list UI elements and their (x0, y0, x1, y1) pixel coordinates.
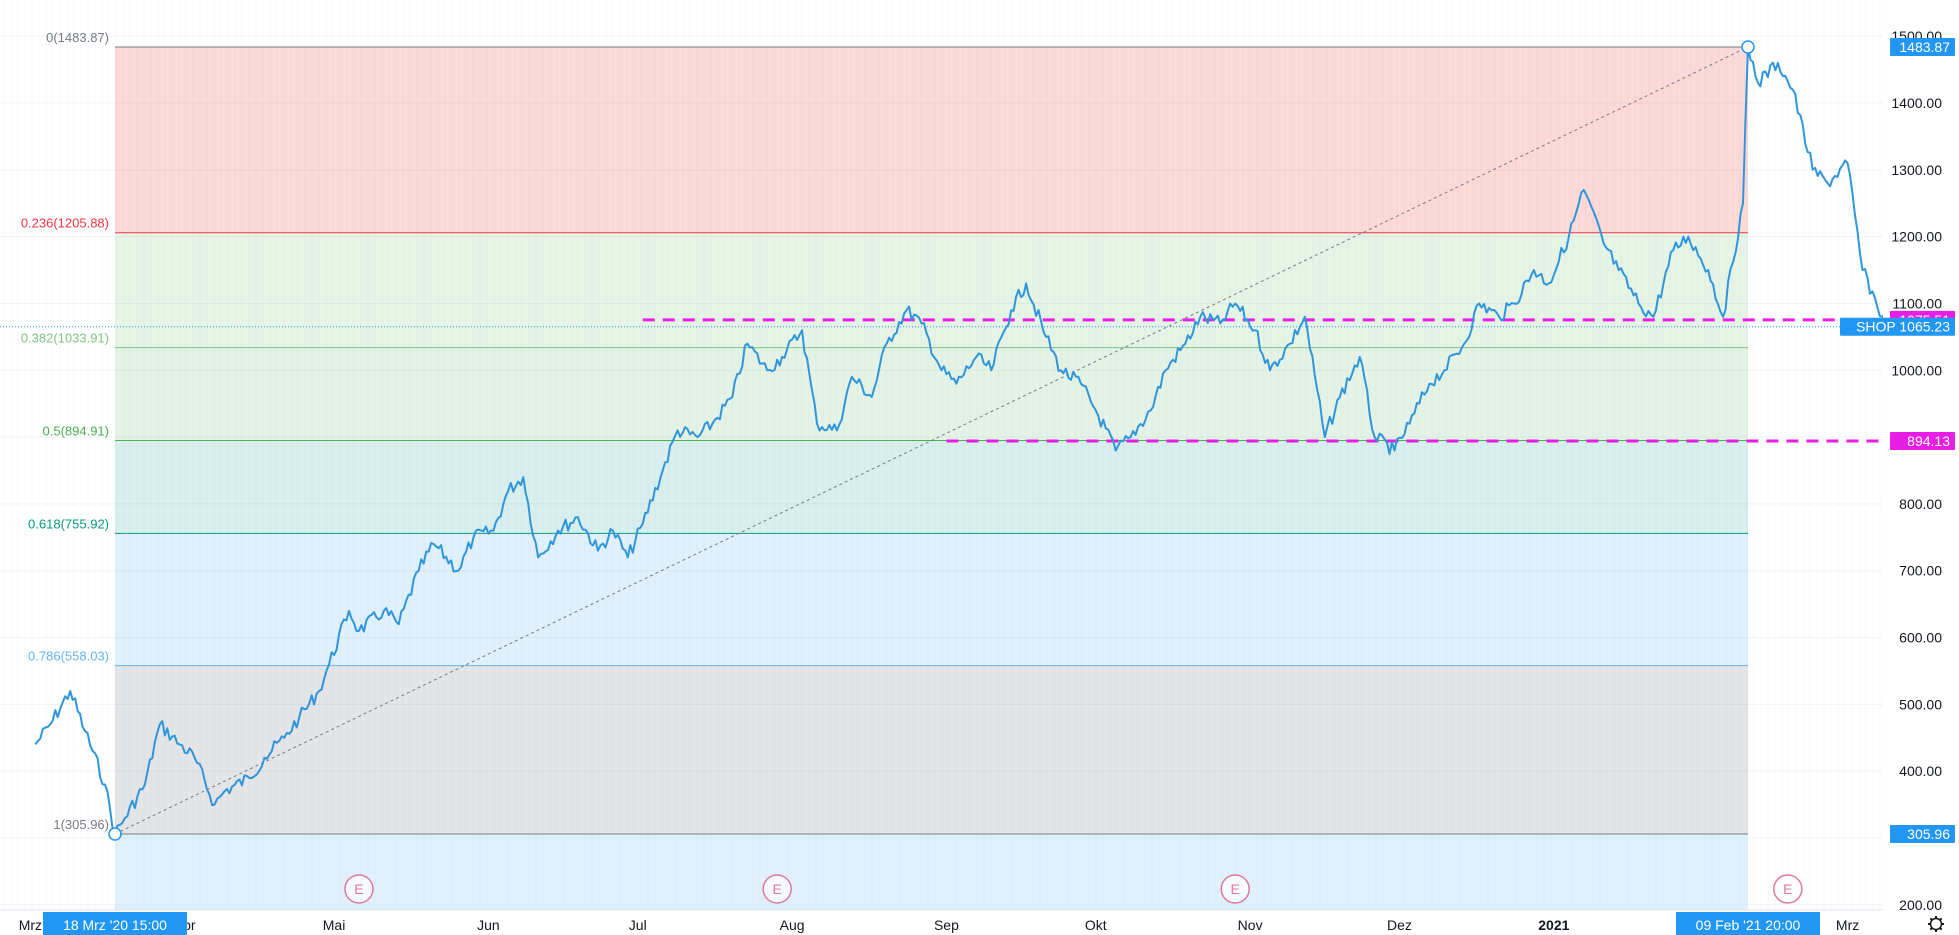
fib-band (115, 533, 1748, 666)
earnings-marker[interactable] (1220, 874, 1250, 904)
fib-level-lines (115, 46, 1748, 835)
x-cursor-badge (1676, 912, 1820, 935)
y-tick-label: 1300.00 (1891, 162, 1942, 178)
x-tick-label: Mrz (19, 917, 42, 933)
y-tick-label: 1100.00 (1892, 295, 1942, 311)
x-tick-label: 2021 (1538, 917, 1569, 933)
x-tick-label: Okt (1085, 917, 1107, 933)
y-tick-label: 1200.00 (1891, 229, 1942, 245)
x-tick-label: Jun (477, 917, 500, 933)
y-tick-label: 500.00 (1899, 696, 1942, 712)
fib-band (115, 47, 1748, 233)
price-label-text: 1483.87 (1899, 39, 1950, 55)
earnings-marker-label: E (1231, 881, 1240, 897)
x-cursor-label: 18 Mrz '20 15:00 (63, 917, 167, 933)
x-tick-label: Mai (323, 917, 346, 933)
price-series-layer (34, 46, 1899, 835)
horizontal-lines-layer[interactable] (0, 318, 1883, 443)
fib-level-label: 0.618(755.92) (28, 516, 109, 531)
price-label-badge (1890, 38, 1955, 56)
fib-band (115, 232, 1748, 348)
earnings-marker-label: E (772, 881, 781, 897)
fib-band (115, 440, 1748, 534)
x-tick-label: Mrz (1836, 917, 1859, 933)
earnings-marker-label: E (1783, 881, 1792, 897)
gear-tooth (1939, 927, 1943, 931)
fib-level-labels: 0(1483.87) 0.236(1205.88) 0.382(1033.91) 0.… (21, 30, 109, 832)
y-tick-label: 400.00 (1899, 763, 1942, 779)
fib-band-below (115, 834, 1748, 910)
fib-end-handle[interactable] (1741, 40, 1755, 54)
x-axis[interactable]: MrzAprMaiJunJulAugSepOktNovDez2021Mrz18 … (0, 909, 1883, 935)
grid-layer (0, 35, 1883, 906)
earnings-marker-label: E (354, 881, 363, 897)
fib-band (115, 347, 1748, 441)
fib-level-label: 0(1483.87) (46, 30, 109, 45)
x-tick-label: Sep (934, 917, 959, 933)
fib-level-label: 0.786(558.03) (28, 649, 109, 664)
fib-level-label: 0.382(1033.91) (21, 331, 109, 346)
fib-bands-layer (115, 47, 1748, 910)
settings-gear-icon[interactable] (1928, 916, 1944, 932)
gear-tooth (1929, 917, 1933, 921)
y-tick-label: 1000.00 (1891, 362, 1942, 378)
fib-start-handle[interactable] (108, 827, 122, 841)
y-tick-label: 200.00 (1899, 897, 1942, 913)
price-label-text: 305.96 (1907, 826, 1950, 842)
price-label-text: SHOP 1065.23 (1856, 319, 1950, 335)
y-axis-background (1883, 0, 1959, 935)
price-label-text: 894.13 (1907, 433, 1950, 449)
y-axis[interactable]: 1500.001400.001300.001200.001100.001000.… (1840, 0, 1959, 935)
x-tick-label: Dez (1387, 917, 1412, 933)
x-axis-background (0, 910, 1883, 935)
price-label-badge (1890, 432, 1955, 451)
fib-level-label: 0.5(894.91) (43, 424, 110, 439)
gear-tooth (1929, 927, 1933, 931)
earnings-marker[interactable] (762, 874, 792, 904)
price-line-shop (34, 46, 1899, 835)
x-cursor-label: 09 Feb '21 20:00 (1696, 917, 1801, 933)
x-cursor-badge (43, 912, 187, 935)
earnings-marker[interactable] (1773, 874, 1803, 904)
anchor-handles-layer[interactable] (108, 40, 1755, 841)
y-tick-label: 600.00 (1899, 630, 1942, 646)
y-tick-label: 800.00 (1899, 496, 1942, 512)
fib-band (115, 665, 1748, 834)
price-label-badge (1890, 825, 1955, 843)
fib-level-label: 0.236(1205.88) (21, 216, 109, 231)
x-tick-label: Nov (1238, 917, 1263, 933)
price-label-badge (1840, 317, 1955, 336)
y-tick-label: 700.00 (1899, 563, 1942, 579)
x-tick-label: Jul (629, 917, 647, 933)
trend-dotted-line-layer (114, 46, 1749, 835)
gear-tooth (1939, 917, 1943, 921)
trend-dotted-line (114, 46, 1749, 835)
x-tick-label: Aug (780, 917, 805, 933)
earnings-marker[interactable] (344, 874, 374, 904)
y-tick-label: 1400.00 (1891, 95, 1942, 111)
fib-level-label: 1(305.96) (53, 817, 109, 832)
